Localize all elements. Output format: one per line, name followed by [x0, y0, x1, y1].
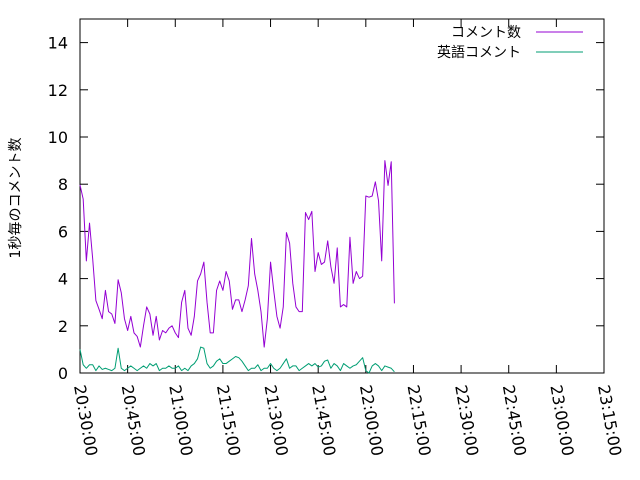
y-axis-label: 1秒毎のコメント数: [8, 138, 24, 259]
y-axis-ticks: 0 2 4 6 8 10 12 14: [48, 34, 604, 383]
x-tick-label: 22:00:00: [356, 383, 387, 457]
axes: [79, 18, 605, 374]
x-tick-label: 22:15:00: [404, 383, 435, 457]
x-tick-label: 22:30:00: [451, 383, 482, 457]
legend-label-1: 英語コメント: [437, 44, 521, 61]
y-tick-label: 4: [58, 270, 68, 289]
series-line-1: [79, 346, 395, 374]
x-tick-label: 21:15:00: [213, 383, 244, 457]
y-tick-label: 2: [58, 317, 68, 336]
y-tick-label: 6: [58, 222, 68, 241]
x-tick-label: 21:45:00: [308, 383, 339, 457]
y-tick-label: 8: [58, 175, 68, 194]
series-lines: [79, 160, 395, 374]
x-axis-ticks: 20:30:00 20:45:00 21:00:00 21:15:00 21:30:00…: [70, 19, 625, 457]
y-tick-label: 10: [48, 128, 68, 147]
plot-frame: [79, 18, 605, 374]
x-tick-label: 23:15:00: [594, 383, 625, 457]
x-tick-label: 21:00:00: [165, 383, 196, 457]
y-tick-label: 0: [58, 364, 68, 383]
x-tick-label: 20:45:00: [118, 383, 149, 457]
x-tick-label: 23:00:00: [546, 383, 577, 457]
series-line-0: [79, 160, 395, 348]
legend-label-0: コメント数: [451, 25, 521, 41]
x-tick-label: 22:45:00: [499, 383, 530, 457]
x-tick-label: 20:30:00: [70, 383, 101, 457]
y-tick-label: 14: [48, 34, 68, 53]
y-tick-label: 12: [48, 81, 68, 100]
x-tick-label: 21:30:00: [261, 383, 292, 457]
